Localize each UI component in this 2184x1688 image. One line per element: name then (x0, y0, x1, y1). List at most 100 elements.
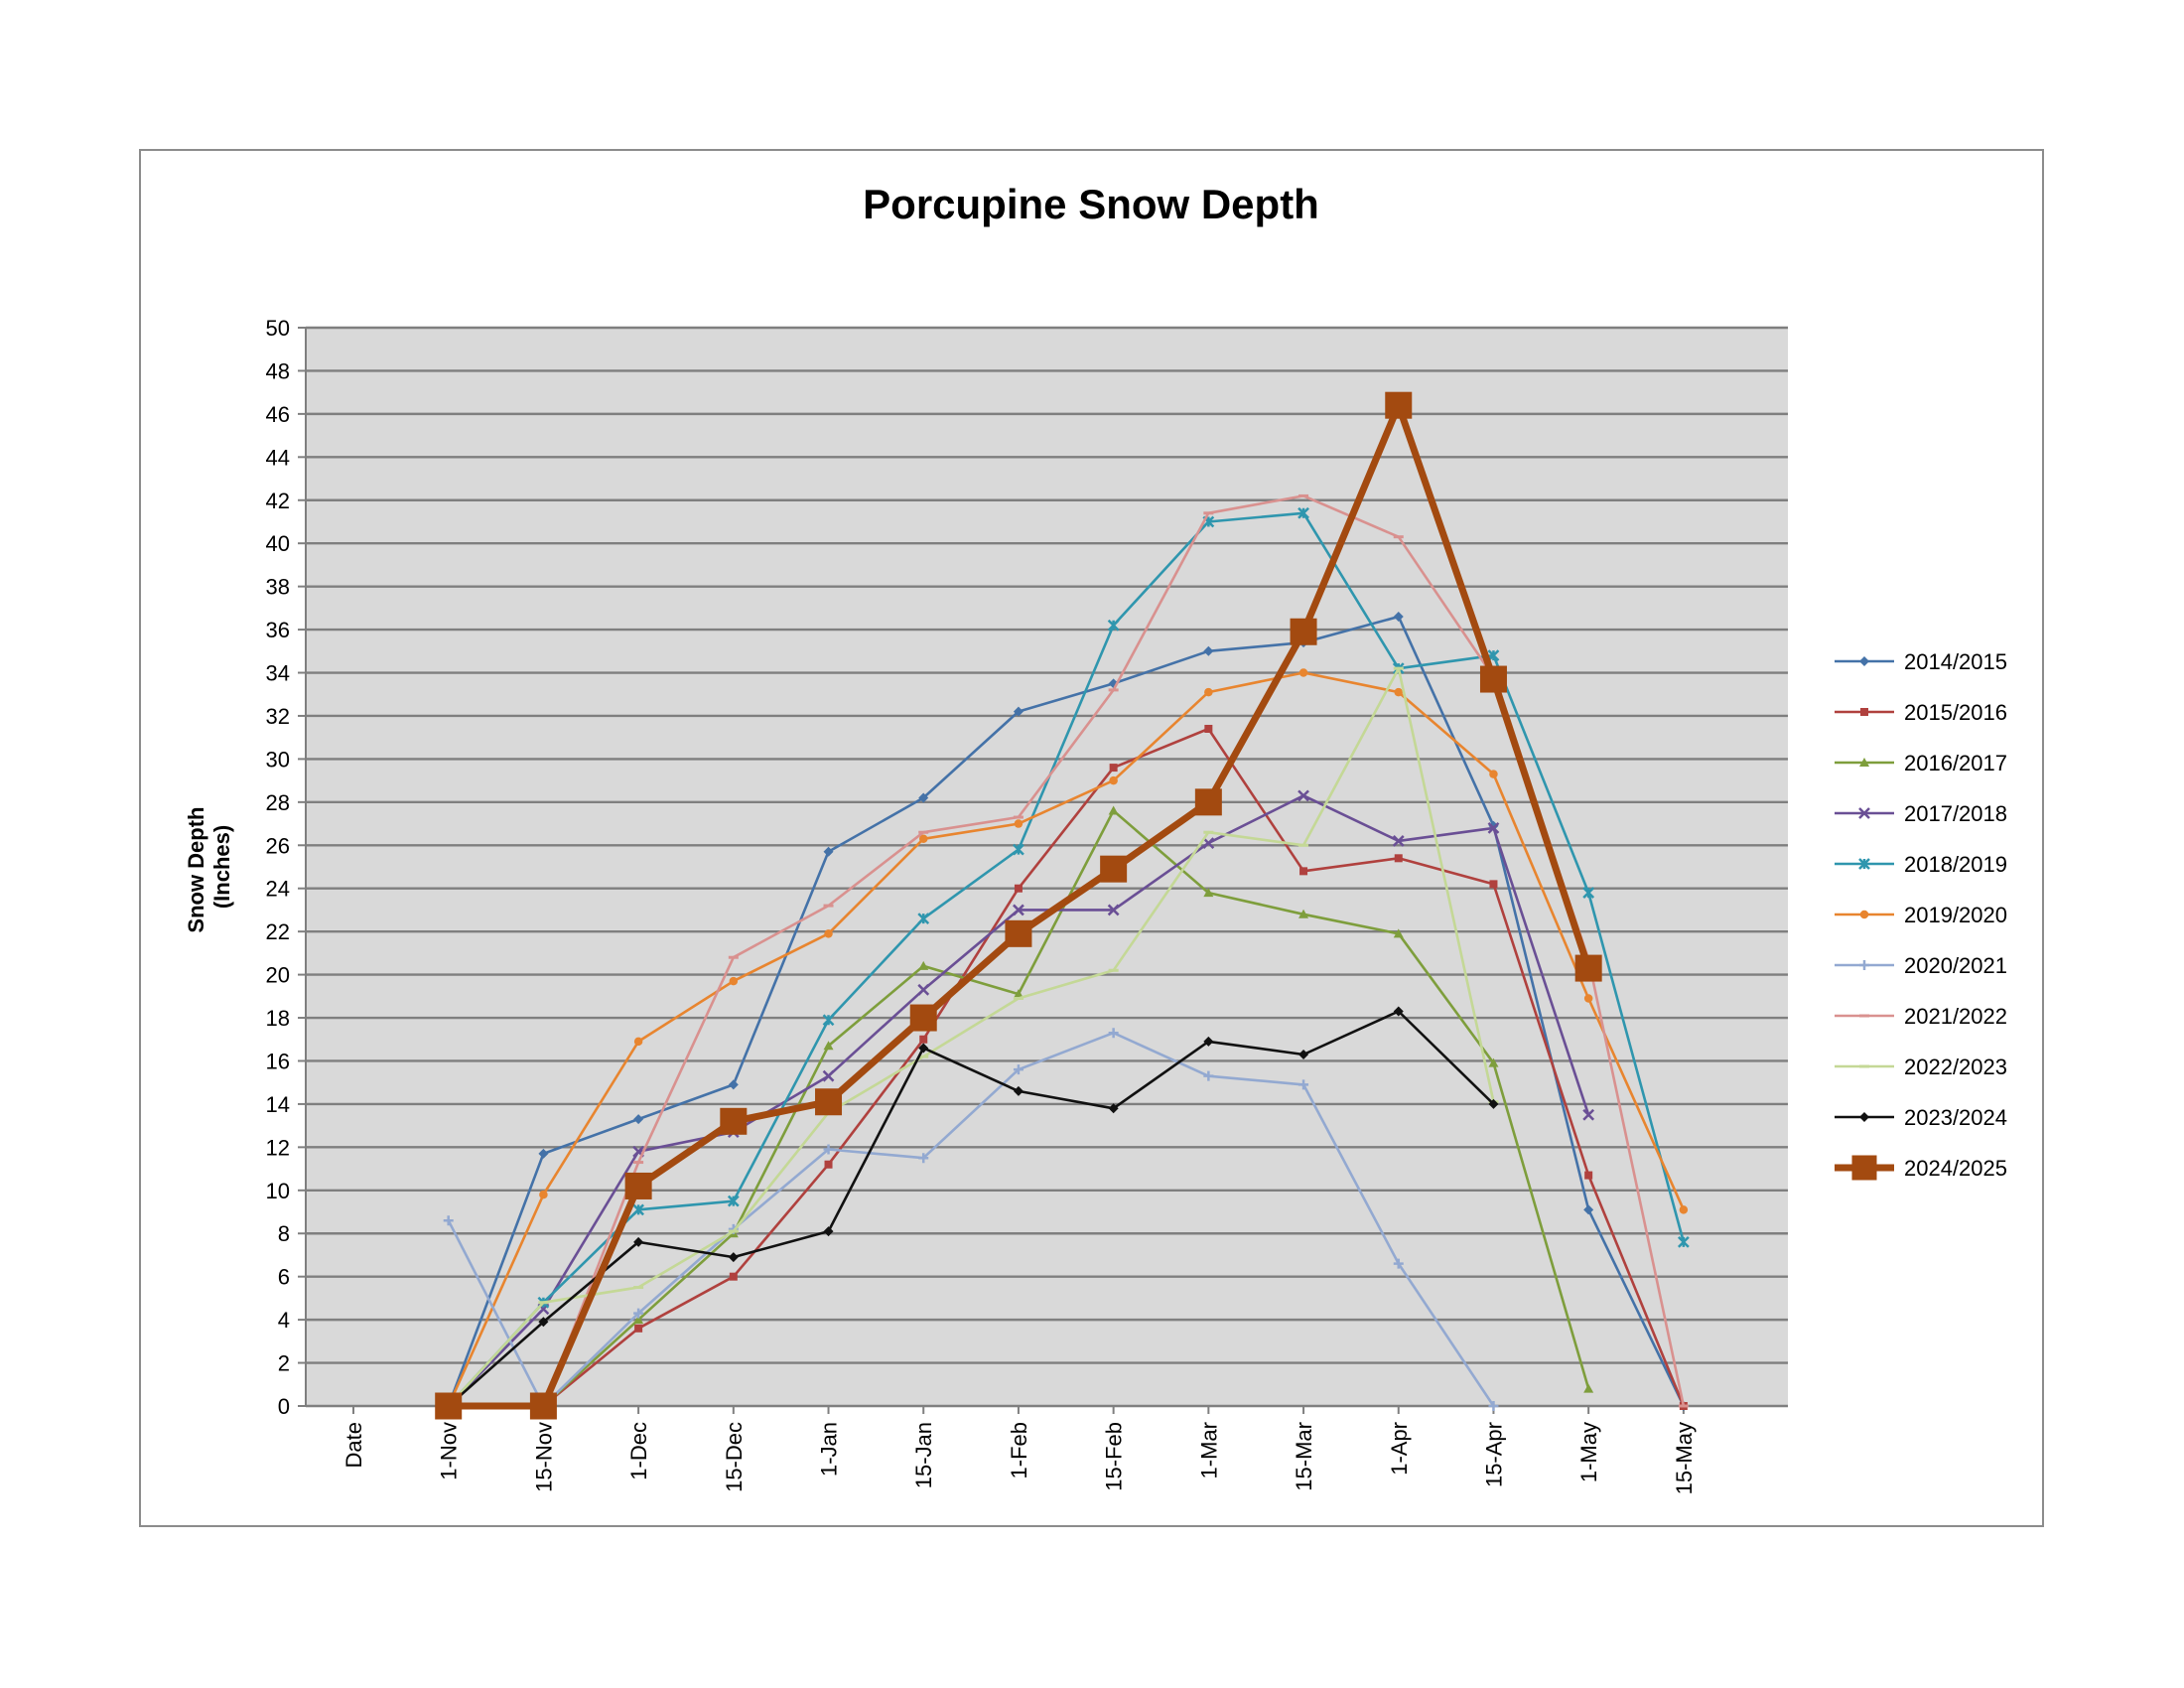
data-point (1394, 687, 1404, 697)
x-tick-label: 15-Mar (1292, 1422, 1316, 1491)
data-point (1583, 1204, 1594, 1215)
data-point (727, 1195, 740, 1207)
data-point (1298, 1049, 1309, 1059)
y-tick-label: 16 (266, 1049, 290, 1073)
data-point (1013, 706, 1024, 717)
data-point (1203, 888, 1214, 898)
data-point (1394, 854, 1403, 863)
y-axis-label-line-2: (Inches) (209, 825, 234, 909)
data-point (1014, 819, 1024, 828)
legend-swatch-marker (1859, 910, 1869, 919)
y-tick-label: 28 (266, 790, 290, 815)
x-tick-label: 15-Apr (1481, 1422, 1506, 1487)
y-tick-label: 20 (266, 963, 290, 988)
series-line (447, 511, 1686, 1407)
y-axis: 0246810121416182022242628303234363840424… (266, 316, 307, 1419)
data-point (824, 1160, 833, 1169)
data-point (1488, 1098, 1499, 1109)
data-point (538, 1148, 549, 1159)
data-point (1290, 618, 1317, 645)
data-point (729, 976, 739, 986)
data-point (1393, 1258, 1404, 1269)
data-point (918, 1153, 929, 1164)
legend: 2014/2015 2015/2016 2016/2017 2017/2018 2018… (1835, 649, 2007, 1181)
y-axis-label: Snow Depth (Inches) (184, 800, 234, 932)
data-point (909, 1004, 937, 1032)
y-tick-label: 32 (266, 704, 290, 729)
data-point (918, 960, 929, 970)
data-point (1489, 770, 1498, 778)
series-line (448, 727, 1686, 1408)
chart-title: Porcupine Snow Depth (863, 181, 1319, 227)
data-point (823, 1226, 834, 1237)
data-point (1204, 724, 1213, 733)
data-point (633, 1315, 644, 1325)
legend-entry: 2021/2022 (1835, 1004, 2007, 1029)
x-tick-label: 15-Feb (1102, 1422, 1127, 1491)
legend-label: 2019/2020 (1904, 903, 2007, 927)
x-tick-label: 1-Apr (1387, 1422, 1412, 1476)
data-point (1107, 904, 1120, 916)
y-tick-label: 40 (266, 531, 290, 556)
y-tick-label: 24 (266, 877, 290, 902)
legend-entry: 2023/2024 (1835, 1105, 2007, 1130)
legend-entry: 2014/2015 (1835, 649, 2007, 674)
legend-swatch-marker (1859, 758, 1869, 767)
data-point (632, 1203, 644, 1216)
data-point (918, 792, 929, 803)
y-tick-label: 0 (278, 1394, 290, 1419)
legend-label: 2024/2025 (1904, 1156, 2007, 1181)
data-point (1393, 1006, 1404, 1017)
y-tick-label: 34 (266, 661, 290, 686)
y-tick-label: 50 (266, 316, 290, 341)
data-point (1488, 1401, 1499, 1411)
legend-swatch-marker (1851, 1155, 1877, 1181)
data-point (823, 1144, 834, 1155)
data-point (822, 1014, 835, 1027)
data-point (1393, 928, 1404, 938)
series-line (448, 494, 1686, 1408)
series-line (447, 671, 1686, 1407)
legend-label: 2018/2019 (1904, 852, 2007, 877)
legend-entry: 2019/2020 (1835, 903, 2007, 927)
data-point (1013, 843, 1024, 856)
data-point (823, 1041, 834, 1051)
data-point (1013, 1085, 1024, 1096)
x-tick-label: 1-Nov (437, 1422, 462, 1480)
data-point (1393, 612, 1404, 623)
data-point (729, 1272, 738, 1281)
legend-label: 2021/2022 (1904, 1004, 2007, 1029)
data-point (1204, 687, 1213, 697)
y-tick-label: 6 (278, 1265, 290, 1290)
data-point (1013, 989, 1024, 999)
series-2023-2024 (443, 1006, 1499, 1411)
data-point (633, 1236, 644, 1247)
data-point (1298, 1079, 1309, 1090)
data-point (633, 1308, 644, 1319)
legend-entry: 2016/2017 (1835, 751, 2007, 775)
legend-label: 2022/2023 (1904, 1055, 2007, 1079)
plot-area (306, 328, 1788, 1406)
data-point (1194, 788, 1222, 816)
legend-entry: 2018/2019 (1835, 852, 2007, 877)
y-tick-label: 42 (266, 489, 290, 513)
x-tick-label: 1-May (1576, 1422, 1601, 1482)
legend-label: 2020/2021 (1904, 953, 2007, 978)
series-line (447, 666, 1495, 1407)
data-point (824, 929, 833, 938)
data-point (1107, 619, 1120, 632)
legend-label: 2014/2015 (1904, 649, 2007, 674)
x-tick-label: 15-Dec (722, 1422, 747, 1492)
data-point (918, 834, 928, 844)
legend-swatch-marker (1858, 858, 1870, 870)
legend-label: 2015/2016 (1904, 700, 2007, 725)
y-tick-label: 30 (266, 747, 290, 772)
data-point (1677, 1236, 1690, 1248)
y-tick-label: 14 (266, 1092, 290, 1117)
y-tick-label: 2 (278, 1351, 290, 1376)
data-point (823, 846, 834, 857)
legend-entry: 2015/2016 (1835, 700, 2007, 725)
legend-label: 2023/2024 (1904, 1105, 2007, 1130)
legend-entry: 2024/2025 (1835, 1155, 2007, 1181)
data-point (1203, 1036, 1214, 1047)
